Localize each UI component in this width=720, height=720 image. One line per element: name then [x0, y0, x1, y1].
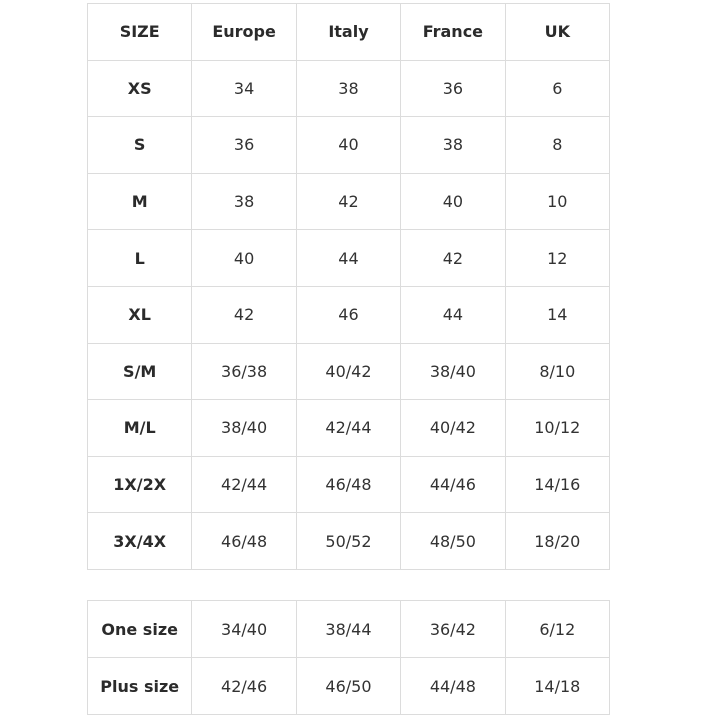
table-cell: 42	[191, 285, 297, 344]
table-cell: 46	[295, 285, 402, 344]
table-cell: 42	[400, 229, 506, 287]
table-cell: 44/46	[400, 455, 506, 514]
table-cell: 14	[504, 285, 611, 344]
table-cell: 44	[400, 285, 506, 344]
table-cell: 38/40	[191, 399, 297, 457]
table-cell: 8/10	[504, 342, 611, 401]
size-table: SIZE Europe Italy France UK XS 34 38 36 6 S 36 40 38 8…	[86, 3, 611, 570]
table-cell: 10	[504, 172, 611, 231]
table-cell: 46/48	[295, 455, 402, 514]
table-cell: 12	[504, 229, 611, 287]
table-cell: 38/44	[295, 600, 402, 658]
table-cell: 46/48	[191, 512, 297, 570]
table-row: S/M 36/38 40/42 38/40 8/10	[86, 342, 611, 401]
table-cell: 1X/2X	[86, 455, 193, 514]
table-cell: 38/40	[400, 342, 506, 401]
table-cell: 6/12	[504, 600, 611, 658]
table-cell: Plus size	[86, 657, 193, 715]
header-cell: France	[400, 3, 506, 61]
table-cell: 40/42	[295, 342, 402, 401]
header-cell: Italy	[295, 3, 402, 61]
table-cell: 36/42	[400, 600, 506, 658]
table-cell: 18/20	[504, 512, 611, 570]
table-cell: 3X/4X	[86, 512, 193, 570]
header-cell: Europe	[191, 3, 297, 61]
table-cell: 48/50	[400, 512, 506, 570]
table-cell: XL	[86, 285, 193, 344]
header-cell: SIZE	[86, 3, 193, 61]
table-cell: 10/12	[504, 399, 611, 457]
table-row: 3X/4X 46/48 50/52 48/50 18/20	[86, 512, 611, 570]
table-cell: 40	[295, 116, 402, 174]
table-cell: 14/18	[504, 657, 611, 715]
table-cell: XS	[86, 59, 193, 118]
table-cell: 38	[400, 116, 506, 174]
table-cell: 42	[295, 172, 402, 231]
table-cell: 34/40	[191, 600, 297, 658]
table-cell: 42/44	[191, 455, 297, 514]
table-row: L 40 44 42 12	[86, 229, 611, 287]
table-cell: L	[86, 229, 193, 287]
table-row: 1X/2X 42/44 46/48 44/46 14/16	[86, 455, 611, 514]
table-cell: 46/50	[295, 657, 402, 715]
table-row: XS 34 38 36 6	[86, 59, 611, 118]
table-row: Plus size 42/46 46/50 44/48 14/18	[86, 657, 611, 715]
table-cell: M/L	[86, 399, 193, 457]
table-row: M 38 42 40 10	[86, 172, 611, 231]
table-cell: 36	[400, 59, 506, 118]
table-cell: 38	[295, 59, 402, 118]
table-cell: 42/44	[295, 399, 402, 457]
one-size-table: One size 34/40 38/44 36/42 6/12 Plus size 42/4…	[86, 600, 611, 715]
table-row: S 36 40 38 8	[86, 116, 611, 174]
table-row: XL 42 46 44 14	[86, 285, 611, 344]
table-cell: 34	[191, 59, 297, 118]
table-cell: 8	[504, 116, 611, 174]
table-cell: 40	[191, 229, 297, 287]
table-cell: S	[86, 116, 193, 174]
table-cell: 14/16	[504, 455, 611, 514]
table-row: One size 34/40 38/44 36/42 6/12	[86, 600, 611, 658]
table-cell: S/M	[86, 342, 193, 401]
table-cell: 40	[400, 172, 506, 231]
table-cell: 6	[504, 59, 611, 118]
table-cell: 50/52	[295, 512, 402, 570]
table-cell: 38	[191, 172, 297, 231]
table-cell: M	[86, 172, 193, 231]
table-cell: 40/42	[400, 399, 506, 457]
table-cell: 36	[191, 116, 297, 174]
table-cell: 42/46	[191, 657, 297, 715]
header-row: SIZE Europe Italy France UK	[86, 3, 611, 61]
table-cell: 44	[295, 229, 402, 287]
table-row: M/L 38/40 42/44 40/42 10/12	[86, 399, 611, 457]
header-cell: UK	[504, 3, 611, 61]
table-cell: 36/38	[191, 342, 297, 401]
table-cell: 44/48	[400, 657, 506, 715]
table-cell: One size	[86, 600, 193, 658]
